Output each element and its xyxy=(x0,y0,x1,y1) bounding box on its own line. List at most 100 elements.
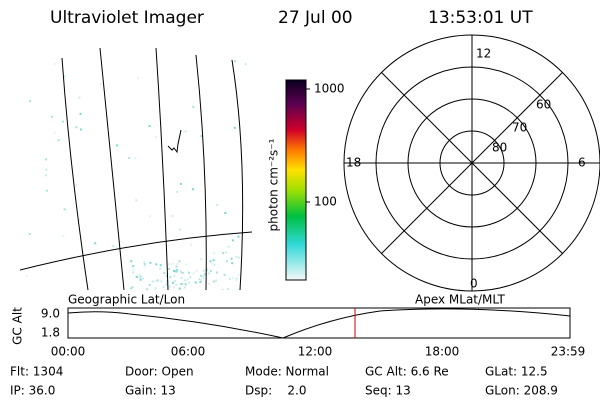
polar-grid xyxy=(343,34,600,292)
emission-pixel xyxy=(213,252,216,255)
emission-pixel xyxy=(149,261,152,264)
emission-pixel xyxy=(198,278,201,281)
emission-pixel xyxy=(216,204,219,206)
emission-pixel xyxy=(229,277,231,280)
emission-pixel xyxy=(244,63,247,66)
emission-pixel xyxy=(155,280,158,283)
colorbar-tick-label: 1000 xyxy=(314,82,345,96)
emission-pixel xyxy=(226,287,229,290)
emission-pixel xyxy=(132,268,135,271)
emission-pixel xyxy=(192,272,195,275)
emission-pixel xyxy=(130,287,133,290)
status-field: GLon: 208.9 xyxy=(485,384,558,398)
emission-pixel xyxy=(191,188,194,191)
emission-pixel xyxy=(237,235,240,238)
emission-pixel xyxy=(156,279,159,282)
emission-pixel xyxy=(163,272,166,274)
emission-pixel xyxy=(225,251,227,254)
emission-pixel xyxy=(200,279,203,282)
emission-pixel xyxy=(54,62,57,65)
emission-pixel xyxy=(195,269,198,272)
date: 27 Jul 00 xyxy=(278,8,353,28)
x-tick-label: 23:59 xyxy=(551,345,586,359)
emission-pixel xyxy=(186,278,189,281)
emission-pixel xyxy=(45,158,48,161)
emission-pixel xyxy=(29,100,31,103)
emission-pixel xyxy=(180,283,183,285)
emission-pixel xyxy=(199,281,202,283)
emission-pixel xyxy=(135,276,138,278)
emission-pixel xyxy=(45,189,48,192)
emission-pixel xyxy=(148,125,151,127)
emission-pixel xyxy=(25,275,28,278)
emission-pixel xyxy=(135,199,138,202)
emission-pixel xyxy=(79,112,82,115)
emission-pixel xyxy=(142,277,144,280)
emission-pixel xyxy=(173,274,176,277)
emission-pixel xyxy=(99,83,102,85)
emission-pixel xyxy=(57,139,60,142)
y-axis-label: GC Alt xyxy=(11,307,25,345)
emission-pixel xyxy=(215,279,217,282)
emission-pixel xyxy=(139,275,142,278)
emission-pixel xyxy=(184,283,187,286)
emission-pixel xyxy=(189,276,192,279)
emission-pixel xyxy=(168,285,171,288)
status-field: Dsp: 2.0 xyxy=(245,384,307,398)
emission-pixel xyxy=(212,280,215,283)
altitude-curve xyxy=(67,308,571,339)
emission-pixel xyxy=(184,279,187,282)
emission-pixel xyxy=(200,135,203,138)
emission-pixel xyxy=(178,287,181,290)
emission-pixel xyxy=(224,212,227,214)
status-field: GC Alt: 6.6 Re xyxy=(365,365,449,379)
emission-pixel xyxy=(202,277,205,280)
emission-pixel xyxy=(51,115,54,118)
emission-pixel xyxy=(74,184,77,187)
emission-pixel xyxy=(139,278,142,281)
status-field: Flt: 1304 xyxy=(10,365,63,379)
mlt-line xyxy=(381,72,563,254)
emission-pixel xyxy=(232,276,234,279)
emission-pixel xyxy=(148,284,151,287)
emission-pixel xyxy=(94,242,97,245)
meridian xyxy=(195,54,207,290)
mlt-label: 18 xyxy=(346,156,361,170)
emission-pixel xyxy=(235,279,238,282)
emission-pixel xyxy=(149,215,151,218)
x-tick-label: 18:00 xyxy=(425,345,460,359)
status-field: Door: Open xyxy=(125,365,194,379)
emission-pixel xyxy=(222,252,225,254)
status-field: Seq: 13 xyxy=(365,384,411,398)
colorbar xyxy=(285,79,307,281)
emission-pixel xyxy=(188,271,190,274)
emission-pixel xyxy=(213,264,216,267)
emission-pixel xyxy=(167,263,170,266)
emission-pixel xyxy=(226,260,228,263)
emission-pixel xyxy=(215,271,218,274)
emission-pixel xyxy=(134,157,137,160)
emission-pixel xyxy=(159,267,161,270)
y-tick-label: 1.8 xyxy=(41,326,60,340)
emission-pixel xyxy=(152,280,154,283)
emission-pixel xyxy=(234,60,236,63)
emission-pixel xyxy=(137,77,140,80)
mlt-label: 6 xyxy=(578,156,586,170)
emission-pixel xyxy=(183,282,186,285)
emission-pixel xyxy=(231,239,234,242)
emission-pixel xyxy=(192,105,195,108)
emission-pixel xyxy=(179,182,182,185)
emission-pixel xyxy=(237,273,240,276)
x-tick-label: 00:00 xyxy=(51,345,86,359)
emission-pixel xyxy=(231,262,234,265)
emission-pixel xyxy=(61,120,64,123)
emission-pixel xyxy=(194,281,197,284)
meridian xyxy=(231,59,244,290)
emission-pixel xyxy=(175,265,178,268)
emission-pixel xyxy=(223,273,226,276)
emission-pixel xyxy=(62,235,65,238)
plot-frame xyxy=(67,307,571,339)
emission-pixel xyxy=(230,257,233,260)
emission-pixel xyxy=(174,280,177,283)
emission-pixel xyxy=(184,130,187,133)
